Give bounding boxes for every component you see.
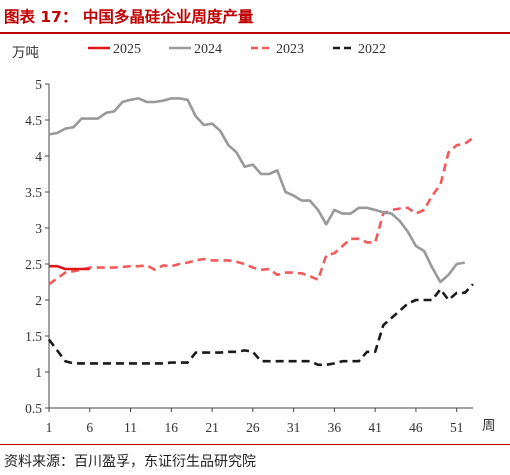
x-tick-label: 51 [450, 420, 464, 435]
x-tick-label: 16 [165, 420, 179, 435]
x-tick-label: 11 [124, 420, 137, 435]
y-tick-label: 1 [35, 365, 42, 380]
y-tick-label: 3 [35, 221, 42, 236]
plot-area: 0.511.522.533.544.551 6 11 16 21 26 31 36 41 46 51 [25, 77, 474, 435]
y-tick-label: 2 [35, 293, 42, 308]
title-rule [0, 32, 510, 34]
y-tick-label: 4 [35, 149, 42, 164]
y-tick-label: 1.5 [25, 329, 42, 344]
x-tick-label: 26 [246, 420, 260, 435]
legend-label-2023: 2023 [276, 42, 304, 57]
legend-label-2024: 2024 [194, 42, 222, 57]
y-axis-label: 万吨 [12, 45, 39, 60]
x-tick-label: 21 [205, 420, 219, 435]
source-note: 资料来源：百川盈孚，东证衍生品研究院 [4, 454, 256, 470]
x-axis-label: 周 [482, 418, 496, 433]
series-line-2025 [49, 264, 90, 271]
legend-label-2022: 2022 [358, 42, 386, 57]
x-tick-label: 6 [86, 420, 93, 435]
x-tick-label: 31 [287, 420, 301, 435]
y-tick-label: 2.5 [25, 257, 42, 272]
chart: 2025 2024 2023 2022 0.511.522.533.544.551 6 1… [12, 42, 496, 435]
series-line-2023 [48, 136, 474, 286]
x-tick-label: 46 [409, 420, 423, 435]
y-tick-label: 5 [35, 77, 42, 92]
x-tick-label: 1 [46, 420, 53, 435]
x-tick-label: 41 [368, 420, 382, 435]
y-tick-label: 3.5 [25, 185, 42, 200]
series-line-2024 [48, 97, 466, 284]
y-tick-label: 4.5 [25, 113, 42, 128]
figure-title: 图表 17： 中国多晶硅企业周度产量 [4, 8, 254, 26]
y-tick-label: 0.5 [25, 401, 42, 416]
legend-label-2025: 2025 [113, 42, 141, 57]
x-tick-label: 36 [328, 420, 342, 435]
series-line-2022 [47, 283, 474, 367]
source-rule [0, 444, 510, 445]
legend: 2025 2024 2023 2022 [88, 42, 386, 57]
